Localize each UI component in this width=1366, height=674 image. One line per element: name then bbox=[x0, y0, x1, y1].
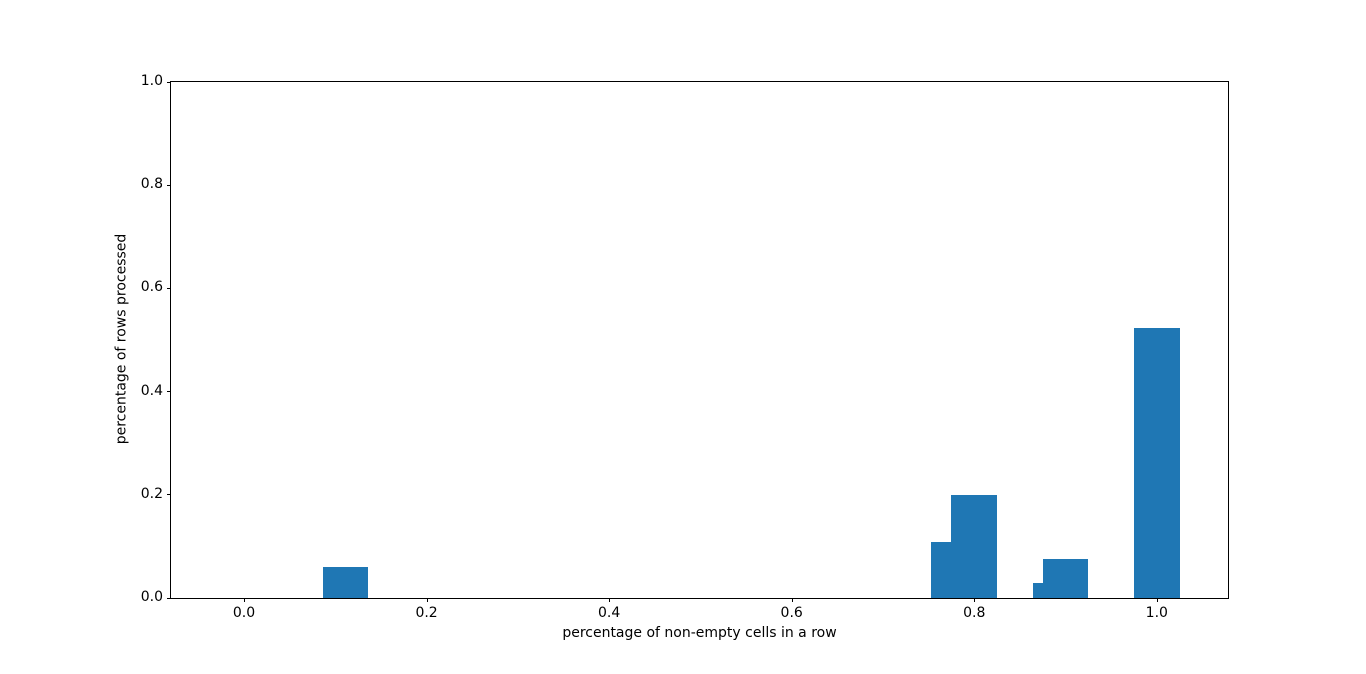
x-tick-label: 1.0 bbox=[1145, 605, 1168, 621]
x-tick-label: 0.4 bbox=[597, 605, 621, 621]
x-tick-mark bbox=[791, 598, 793, 602]
y-tick-mark bbox=[167, 597, 171, 599]
y-tick-mark bbox=[167, 184, 171, 186]
x-tick-mark bbox=[974, 598, 976, 602]
y-tick-label: 0.2 bbox=[140, 485, 163, 502]
y-tick-mark bbox=[167, 391, 171, 393]
y-tick-label: 0.8 bbox=[140, 176, 163, 193]
bar bbox=[1042, 558, 1089, 598]
x-axis-label: percentage of non-empty cells in a row bbox=[562, 625, 837, 641]
y-tick-label: 0.6 bbox=[140, 279, 163, 296]
x-tick-label: 0.8 bbox=[963, 605, 986, 621]
y-axis-label: percentage of rows processed bbox=[113, 233, 130, 445]
x-tick-mark bbox=[426, 598, 428, 602]
x-tick-label: 0.2 bbox=[415, 605, 438, 621]
plot-area: 0.0 0.2 0.4 0.6 0.8 1.0 0.0 0.2 0.4 0.6 0.8 1.0 bbox=[141, 73, 1229, 621]
x-tick-mark bbox=[609, 598, 611, 602]
x-tick-mark bbox=[1156, 598, 1158, 602]
y-tick-mark bbox=[167, 81, 171, 83]
y-tick-mark bbox=[167, 287, 171, 289]
x-tick-label: 0.0 bbox=[232, 605, 256, 621]
bar bbox=[322, 567, 369, 598]
bar bbox=[1133, 328, 1180, 598]
bar bbox=[951, 494, 998, 598]
y-tick-mark bbox=[167, 494, 171, 496]
x-tick-label: 0.6 bbox=[780, 605, 803, 621]
y-tick-label: 1.0 bbox=[140, 73, 163, 89]
y-tick-label: 0.4 bbox=[140, 382, 163, 399]
y-tick-label: 0.0 bbox=[140, 589, 163, 605]
x-tick-mark bbox=[244, 598, 246, 602]
